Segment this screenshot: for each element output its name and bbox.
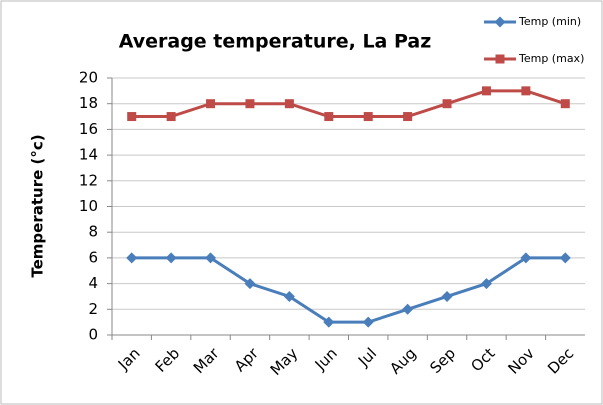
legend-label: Temp (max) bbox=[518, 52, 584, 65]
y-tick-label: 8 bbox=[88, 223, 98, 241]
marker bbox=[126, 252, 138, 264]
y-tick-label: 16 bbox=[79, 120, 98, 138]
marker bbox=[441, 290, 453, 302]
marker bbox=[481, 86, 491, 96]
marker bbox=[205, 252, 217, 264]
marker bbox=[521, 86, 531, 96]
y-tick-label: 10 bbox=[79, 197, 98, 215]
legend-marker bbox=[495, 54, 505, 64]
marker bbox=[480, 278, 492, 290]
marker bbox=[283, 290, 295, 302]
marker bbox=[284, 99, 294, 109]
marker bbox=[324, 112, 334, 122]
y-tick-label: 0 bbox=[88, 326, 98, 344]
legend-marker bbox=[494, 16, 506, 28]
marker bbox=[323, 316, 335, 328]
marker bbox=[165, 252, 177, 264]
marker bbox=[206, 99, 216, 109]
marker bbox=[363, 112, 373, 122]
marker bbox=[559, 252, 571, 264]
y-tick-label: 4 bbox=[88, 274, 98, 292]
marker bbox=[127, 112, 137, 122]
marker bbox=[403, 112, 413, 122]
marker bbox=[245, 99, 255, 109]
marker bbox=[442, 99, 452, 109]
marker bbox=[560, 99, 570, 109]
y-tick-label: 12 bbox=[79, 171, 98, 189]
marker bbox=[520, 252, 532, 264]
marker bbox=[166, 112, 176, 122]
y-tick-label: 2 bbox=[88, 300, 98, 318]
y-tick-label: 6 bbox=[88, 248, 98, 266]
series-line bbox=[131, 256, 566, 324]
y-tick-label: 20 bbox=[79, 69, 98, 87]
y-axis-label: Temperature (°c) bbox=[29, 134, 47, 277]
legend-label: Temp (min) bbox=[518, 15, 581, 28]
y-tick-label: 14 bbox=[79, 146, 98, 164]
chart-title: Average temperature, La Paz bbox=[119, 31, 432, 53]
marker bbox=[362, 316, 374, 328]
marker bbox=[244, 278, 256, 290]
series-line bbox=[131, 89, 566, 119]
marker bbox=[402, 303, 414, 315]
y-tick-label: 18 bbox=[79, 94, 98, 112]
